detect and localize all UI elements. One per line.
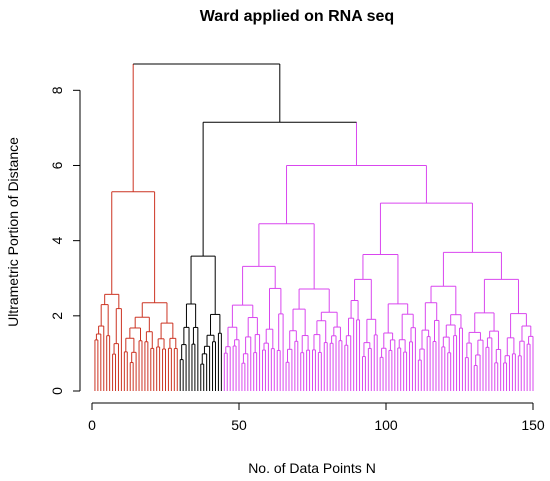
y-tick-label: 0 bbox=[49, 387, 65, 395]
y-tick-label: 2 bbox=[49, 312, 65, 320]
dendrogram-tree bbox=[94, 63, 534, 391]
x-axis: 0 50 100 150 bbox=[88, 402, 545, 433]
x-tick-label: 50 bbox=[231, 417, 247, 433]
y-tick-label: 8 bbox=[49, 86, 65, 94]
x-tick-label: 150 bbox=[521, 417, 545, 433]
x-tick-label: 0 bbox=[88, 417, 96, 433]
x-tick-label: 100 bbox=[374, 417, 398, 433]
y-axis-label: Ultrametric Portion of Distance bbox=[5, 137, 21, 327]
chart-title: Ward applied on RNA seq bbox=[200, 8, 394, 25]
y-tick-label: 6 bbox=[49, 161, 65, 169]
x-axis-label: No. of Data Points N bbox=[248, 460, 376, 476]
y-tick-label: 4 bbox=[49, 237, 65, 245]
y-axis: 0 2 4 6 8 bbox=[49, 86, 81, 395]
